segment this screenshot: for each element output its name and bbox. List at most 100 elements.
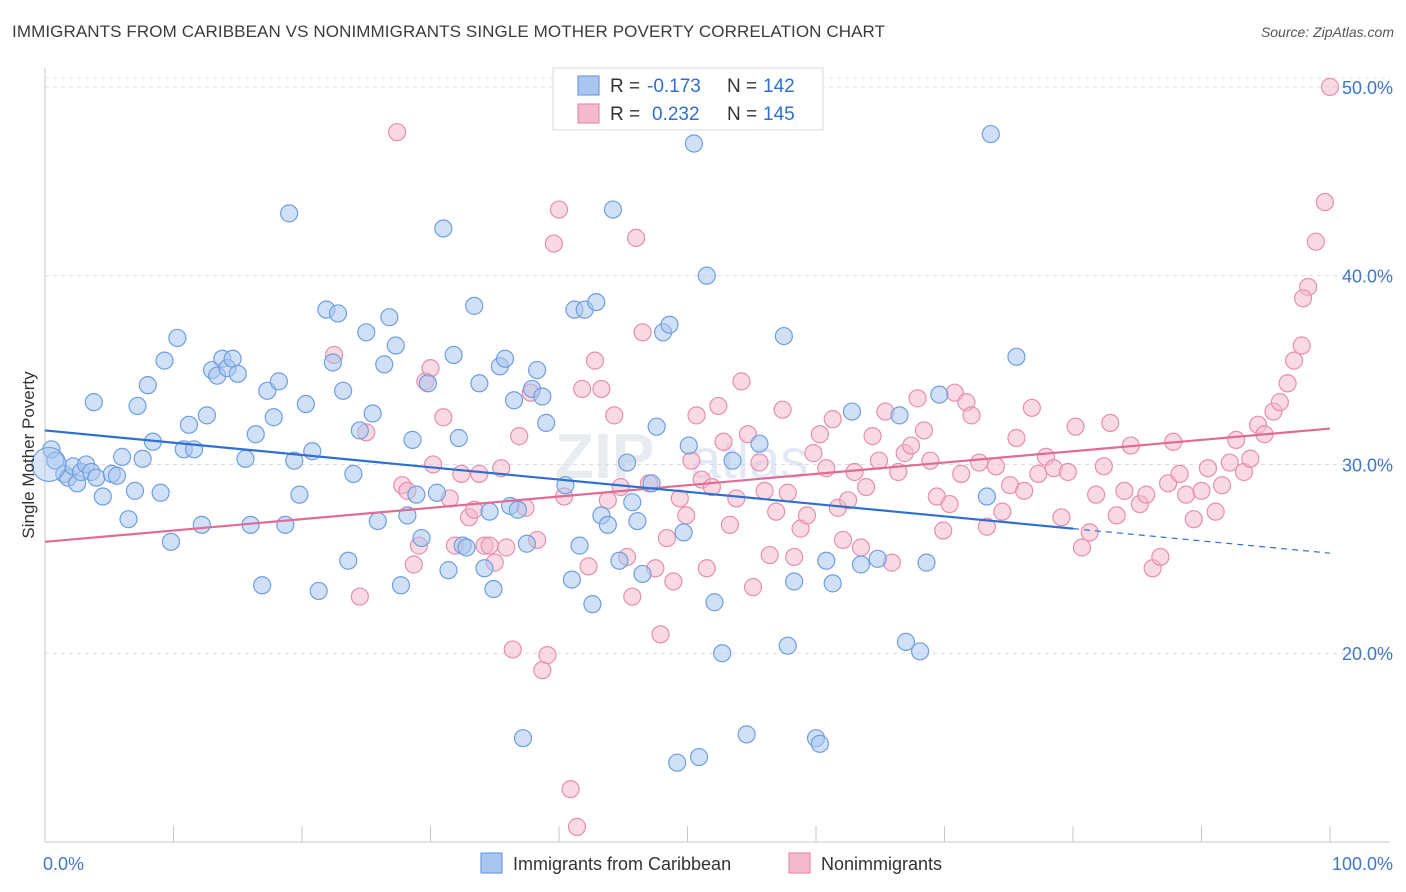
point-caribbean — [475, 559, 494, 578]
point-caribbean — [386, 336, 405, 355]
point-caribbean — [810, 734, 829, 753]
point-nonimmigrants — [1029, 464, 1048, 483]
point-nonimmigrants — [1241, 449, 1260, 468]
point-caribbean — [138, 376, 157, 395]
chart-title: IMMIGRANTS FROM CARIBBEAN VS NONIMMIGRAN… — [12, 22, 886, 41]
point-caribbean — [517, 534, 536, 553]
point-nonimmigrants — [1170, 464, 1189, 483]
point-nonimmigrants — [743, 578, 763, 597]
point-caribbean — [647, 417, 666, 436]
point-nonimmigrants — [993, 502, 1012, 521]
point-caribbean — [368, 511, 387, 531]
trend-lines — [44, 427, 1331, 554]
point-nonimmigrants — [839, 491, 858, 510]
legend-swatch-caribbean — [577, 75, 600, 96]
point-caribbean — [910, 642, 930, 661]
point-caribbean — [508, 500, 527, 519]
point-caribbean — [587, 292, 606, 312]
point-nonimmigrants — [755, 481, 774, 500]
point-nonimmigrants — [1315, 192, 1334, 212]
grid-lines — [45, 77, 1390, 654]
point-caribbean — [465, 296, 484, 315]
point-nonimmigrants — [598, 491, 617, 510]
x-tick-label: 100.0% — [1332, 854, 1393, 874]
point-caribbean — [679, 436, 698, 455]
point-nonimmigrants — [921, 451, 940, 470]
point-nonimmigrants — [510, 427, 529, 446]
point-nonimmigrants — [797, 506, 817, 525]
point-caribbean — [598, 515, 617, 534]
point-caribbean — [84, 393, 103, 412]
point-caribbean — [192, 515, 211, 534]
point-nonimmigrants — [1306, 232, 1325, 251]
point-nonimmigrants — [914, 421, 934, 440]
point-caribbean — [197, 406, 217, 425]
point-nonimmigrants — [833, 530, 853, 550]
point-nonimmigrants — [727, 489, 746, 508]
point-nonimmigrants — [592, 379, 611, 399]
point-caribbean — [439, 561, 458, 580]
point-nonimmigrants — [682, 451, 701, 470]
point-nonimmigrants — [908, 389, 927, 408]
point-nonimmigrants — [778, 483, 797, 502]
point-nonimmigrants — [851, 538, 871, 557]
point-caribbean — [513, 729, 533, 748]
point-caribbean — [375, 355, 394, 374]
point-nonimmigrants — [538, 646, 557, 665]
point-caribbean — [380, 308, 399, 327]
point-caribbean — [133, 449, 152, 468]
point-nonimmigrants — [1101, 413, 1120, 433]
point-nonimmigrants — [677, 506, 696, 525]
point-caribbean — [31, 446, 67, 483]
point-caribbean — [334, 381, 353, 400]
point-caribbean — [253, 576, 272, 595]
point-caribbean — [528, 360, 547, 380]
point-nonimmigrants — [423, 455, 443, 474]
point-nonimmigrants — [1292, 336, 1311, 355]
point-caribbean — [896, 632, 916, 651]
point-caribbean — [357, 323, 376, 342]
point-caribbean — [618, 453, 637, 472]
source-credit: Source: ZipAtlas.com — [1260, 24, 1394, 40]
point-caribbean — [689, 747, 709, 767]
point-nonimmigrants — [549, 200, 569, 219]
point-nonimmigrants — [863, 427, 882, 446]
point-caribbean — [562, 570, 581, 589]
y-tick-label: 50.0% — [1342, 78, 1393, 98]
trend-line-caribbean-extension — [1072, 528, 1331, 554]
legend-r-label: R = — [610, 76, 640, 97]
point-nonimmigrants — [579, 557, 598, 576]
point-nonimmigrants — [709, 396, 728, 416]
point-caribbean — [628, 511, 647, 531]
y-tick-label: 30.0% — [1342, 455, 1393, 475]
legend-swatch-nonimmigrants-bottom — [788, 852, 811, 874]
point-caribbean — [930, 385, 949, 404]
point-caribbean — [495, 349, 515, 368]
point-nonimmigrants — [1320, 77, 1340, 96]
point-nonimmigrants — [1293, 289, 1313, 308]
point-caribbean — [155, 351, 174, 370]
point-caribbean — [228, 364, 247, 383]
point-nonimmigrants — [823, 410, 842, 429]
point-nonimmigrants — [664, 572, 683, 591]
point-caribbean — [504, 391, 524, 410]
point-nonimmigrants — [404, 555, 423, 574]
legend-swatch-caribbean-bottom — [480, 852, 503, 874]
point-nonimmigrants — [785, 547, 804, 567]
point-nonimmigrants — [387, 123, 407, 142]
point-nonimmigrants — [901, 436, 921, 455]
correlation-legend: R = -0.173 N = 142 R = 0.232 N = 145 — [552, 67, 824, 131]
point-caribbean — [290, 485, 309, 504]
point-nonimmigrants — [492, 459, 511, 478]
point-caribbean — [705, 593, 724, 612]
point-nonimmigrants — [773, 400, 792, 419]
point-caribbean — [697, 266, 716, 285]
data-points — [31, 77, 1340, 836]
point-nonimmigrants — [732, 372, 751, 391]
point-caribbean — [427, 483, 447, 502]
trend-line-nonimmigrants — [44, 427, 1331, 543]
y-tick-label: 20.0% — [1342, 644, 1393, 664]
point-nonimmigrants — [623, 587, 642, 606]
point-nonimmigrants — [1137, 485, 1156, 504]
point-nonimmigrants — [1087, 485, 1106, 504]
